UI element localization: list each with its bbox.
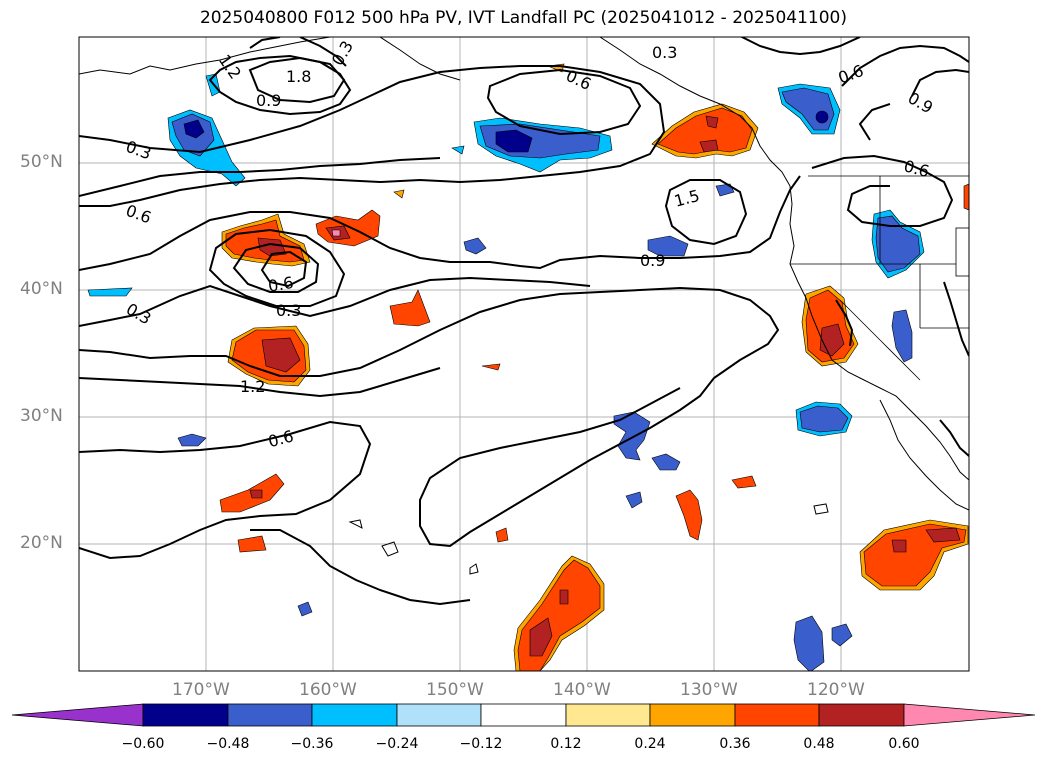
lon-label: 160°W [299, 680, 357, 700]
lon-label: 130°W [680, 680, 738, 700]
lat-label: 20°N [20, 533, 63, 553]
colorbar [11, 703, 1036, 727]
lat-label: 30°N [20, 406, 63, 426]
lon-label: 170°W [172, 680, 230, 700]
coastlines [79, 37, 969, 575]
pv-contours [79, 37, 969, 606]
contour-label: 0.6 [267, 273, 295, 296]
colorbar-tick-label: 0.48 [803, 736, 835, 752]
contour-label: 1.8 [286, 67, 311, 86]
colorbar-segment [396, 703, 482, 727]
lon-label: 150°W [426, 680, 484, 700]
colorbar-tick-label: −0.36 [290, 736, 334, 752]
colorbar-segment [311, 703, 398, 727]
colorbar-segment [227, 703, 313, 727]
colorbar-tick-label: 0.60 [888, 736, 920, 752]
colorbar-tick-label: −0.12 [459, 736, 503, 752]
colorbar-segment [734, 703, 820, 727]
positive-pv-shading [219, 63, 969, 671]
map-title: 2025040800 F012 500 hPa PV, IVT Landfall… [199, 8, 847, 28]
colorbar-extend-high [903, 703, 1036, 727]
colorbar-tick-label: 0.24 [634, 736, 666, 752]
contour-label: 0.9 [256, 91, 281, 110]
contour-label: 0.3 [276, 301, 301, 320]
political-borders [790, 175, 969, 381]
contour-label: 0.9 [640, 251, 665, 270]
lat-label: 50°N [20, 152, 63, 172]
colorbar-tick-label: −0.48 [206, 736, 250, 752]
contour-label: 0.3 [652, 43, 677, 62]
colorbar-segment [565, 703, 651, 727]
colorbar-segment [818, 703, 905, 727]
lon-label: 120°W [807, 680, 865, 700]
colorbar-segment [142, 703, 229, 727]
contour-label: 1.2 [240, 377, 265, 396]
lon-label: 140°W [553, 680, 611, 700]
lat-label: 40°N [20, 279, 63, 299]
colorbar-tick-label: 0.12 [550, 736, 582, 752]
colorbar-segment [649, 703, 736, 727]
colorbar-extend-low [11, 703, 144, 727]
colorbar-tick-label: 0.36 [719, 736, 751, 752]
colorbar-segment [480, 703, 567, 727]
map-frame [78, 36, 970, 672]
negative-pv-shading [87, 73, 925, 671]
colorbar-tick-label: −0.24 [375, 736, 419, 752]
colorbar-tick-label: −0.60 [121, 736, 165, 752]
